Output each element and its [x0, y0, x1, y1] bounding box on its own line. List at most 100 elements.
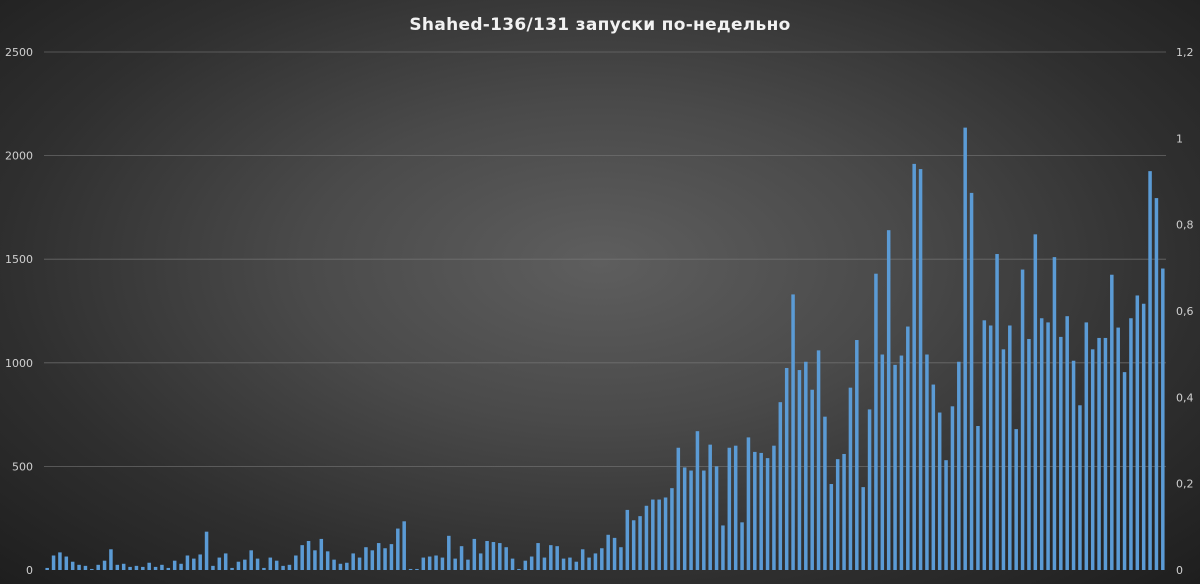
y-tick-label: 2500	[5, 46, 33, 59]
bar	[243, 559, 247, 570]
bar	[230, 567, 234, 570]
bar	[325, 551, 330, 570]
bar	[816, 350, 821, 570]
bar	[345, 562, 349, 570]
bar	[625, 509, 630, 570]
y-tick-label: 1500	[5, 253, 33, 266]
bar	[294, 555, 298, 570]
bar	[338, 563, 343, 570]
bar	[568, 557, 572, 570]
bar	[504, 547, 508, 570]
bar	[332, 559, 336, 570]
bar	[1148, 171, 1152, 570]
bar	[957, 361, 961, 570]
bar	[70, 561, 75, 570]
bar	[682, 467, 687, 570]
bar	[179, 563, 183, 570]
bars	[45, 127, 1165, 570]
bar	[1039, 318, 1044, 570]
bar	[217, 557, 222, 570]
bar	[606, 534, 610, 570]
bar	[306, 540, 311, 570]
bar	[389, 544, 394, 570]
bar	[848, 387, 853, 570]
bar	[166, 567, 171, 570]
bar	[255, 558, 260, 570]
y2-tick-label: 0,4	[1176, 391, 1194, 404]
bar	[249, 550, 253, 570]
bar	[549, 545, 553, 570]
bar	[45, 567, 49, 570]
bar	[376, 543, 381, 570]
bar	[676, 447, 681, 570]
bar	[1135, 295, 1140, 570]
bar	[963, 127, 967, 570]
bar	[1014, 429, 1018, 570]
y2-tick-label: 0,8	[1176, 219, 1194, 232]
y-tick-label: 0	[26, 564, 33, 577]
bar	[542, 557, 547, 570]
y-tick-label: 500	[12, 460, 33, 473]
bar	[83, 565, 88, 570]
bar	[102, 560, 107, 570]
y-axis-left: 0 500 1000 1500 2000 2500	[5, 46, 33, 577]
bar	[466, 559, 470, 570]
bar	[268, 557, 273, 570]
bar	[638, 516, 642, 570]
bar	[574, 561, 579, 570]
bar	[300, 545, 304, 570]
bar	[708, 444, 712, 570]
bar	[797, 370, 802, 570]
bar	[236, 561, 241, 570]
bar	[421, 557, 426, 570]
y-tick-label: 1000	[5, 357, 33, 370]
bar	[912, 163, 916, 570]
bar	[485, 540, 489, 570]
bar	[644, 505, 649, 570]
bar	[561, 558, 566, 570]
bar	[976, 426, 980, 570]
bar	[517, 568, 521, 570]
bar	[619, 547, 623, 570]
bar	[498, 543, 502, 570]
bar	[746, 437, 751, 570]
bar	[867, 409, 872, 570]
bar	[765, 458, 770, 570]
bar	[447, 535, 451, 570]
bar	[274, 560, 279, 570]
bar	[408, 568, 413, 570]
bar	[1046, 322, 1050, 570]
y-tick-label: 2000	[5, 150, 33, 163]
bar	[988, 325, 993, 570]
bar	[491, 542, 496, 570]
bar	[593, 553, 598, 570]
bar	[753, 451, 757, 570]
bar	[223, 553, 228, 570]
bar	[90, 568, 94, 570]
bar	[115, 564, 120, 570]
bar	[714, 466, 719, 570]
bar	[523, 560, 528, 570]
bar	[1097, 337, 1101, 570]
bar	[204, 531, 209, 570]
bar	[211, 565, 215, 570]
bar	[995, 254, 999, 570]
bar	[1084, 322, 1089, 570]
y2-tick-label: 0,6	[1176, 305, 1194, 318]
bar	[886, 230, 891, 570]
bar	[651, 499, 655, 570]
bar	[396, 528, 400, 570]
bar	[198, 554, 202, 570]
bar	[128, 566, 132, 570]
bar	[1078, 405, 1082, 570]
chart-title: Shahed-136/131 запуски по-недельно	[409, 15, 790, 35]
bar	[600, 548, 604, 570]
bar	[829, 484, 834, 570]
bar	[670, 488, 674, 570]
bar	[262, 567, 266, 570]
bar	[612, 537, 617, 570]
bar	[804, 361, 808, 570]
bar	[842, 453, 846, 570]
bar	[510, 558, 515, 570]
